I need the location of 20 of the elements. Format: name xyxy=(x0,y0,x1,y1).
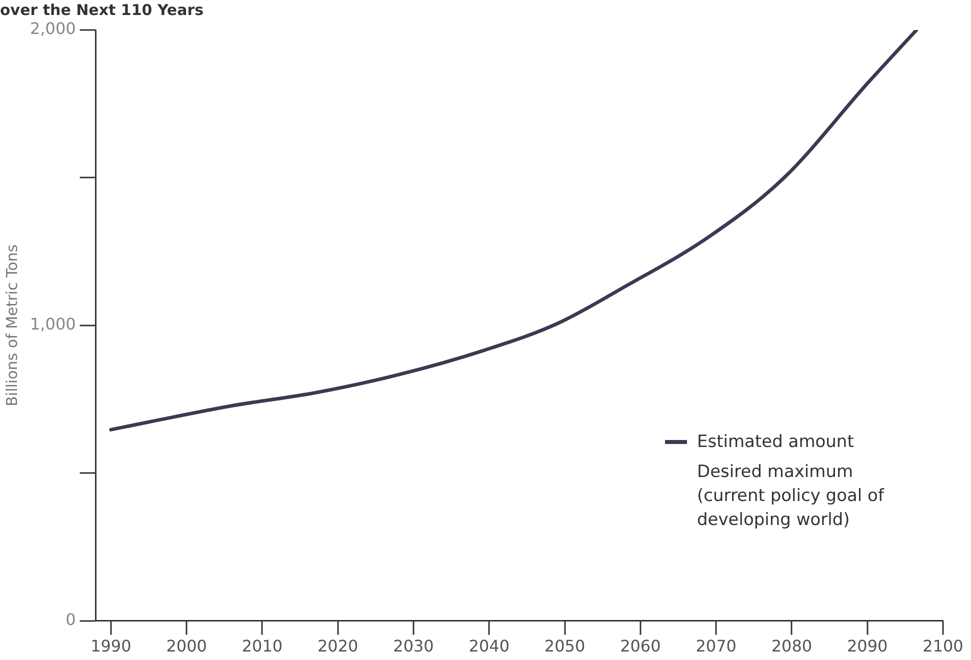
x-tick-label: 1990 xyxy=(90,636,132,656)
x-tick-label: 2100 xyxy=(922,636,964,656)
x-tick-label: 2080 xyxy=(771,636,812,656)
x-tick-label: 2030 xyxy=(393,636,434,656)
annotation: Desired maximum (current policy goal of developing world) xyxy=(697,461,886,532)
x-tick-label: 2010 xyxy=(242,636,283,656)
x-tick-label: 2000 xyxy=(166,636,207,656)
x-tick-label: 2070 xyxy=(696,636,736,656)
x-tick-label: 2020 xyxy=(318,636,358,656)
x-tick-label: 2090 xyxy=(847,636,888,656)
chart-title: over the Next 110 Years xyxy=(0,0,204,19)
line-series xyxy=(109,30,918,432)
x-tick-label: 2060 xyxy=(620,636,661,656)
y-axis-title: Billions of Metric Tons xyxy=(2,244,21,406)
y-tick-label: 0 xyxy=(66,610,76,629)
y-tick-label: 2,000 xyxy=(30,19,76,38)
y-tick-label: 1,000 xyxy=(30,314,76,334)
x-tick-label: 2050 xyxy=(544,636,586,656)
legend-label: Estimated amount xyxy=(696,431,855,454)
x-tick-label: 2040 xyxy=(468,636,510,656)
